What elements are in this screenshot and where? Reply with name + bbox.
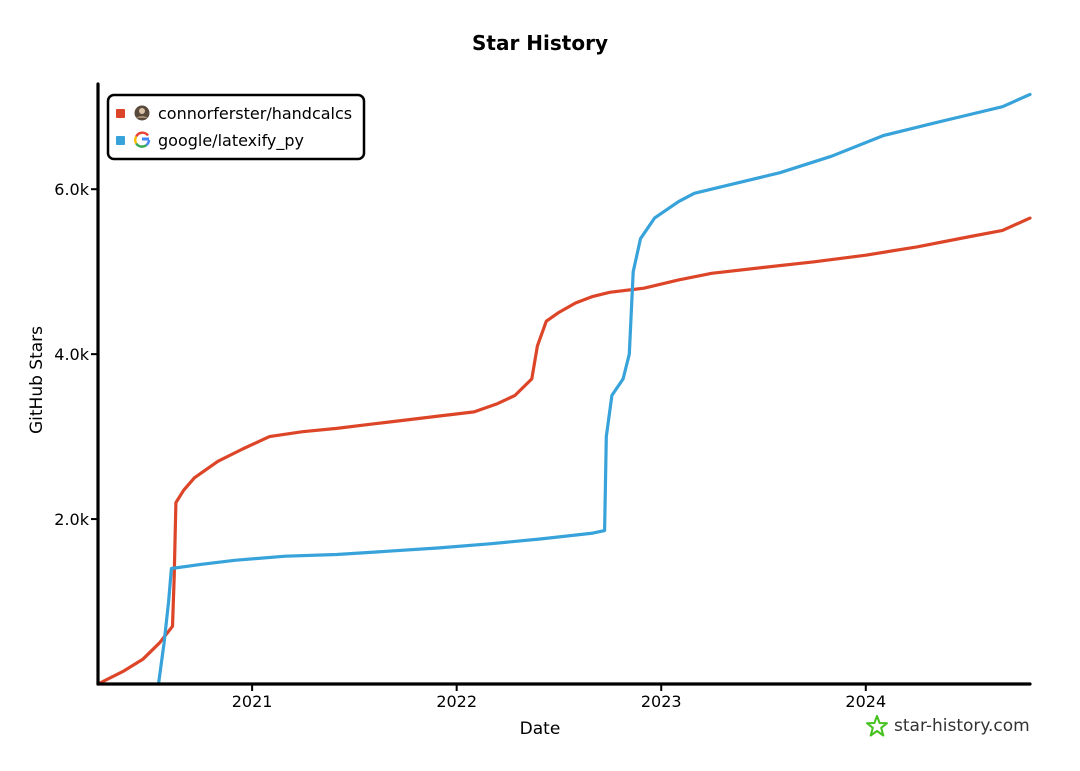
legend-label: connorferster/handcalcs: [158, 104, 352, 123]
x-tick-label: 2024: [845, 692, 886, 711]
legend: connorferster/handcalcs google/latexify_…: [106, 93, 366, 161]
star-icon: [866, 715, 888, 737]
branding-text: star-history.com: [894, 716, 1030, 736]
google-icon: [134, 131, 151, 148]
y-axis-label: GitHub Stars: [27, 326, 47, 434]
ticks-layer: 2021 2022 2023 2024 2.0k 4.0k 6.0k: [54, 180, 886, 711]
axes-layer: [96, 82, 1032, 686]
x-tick-label: 2023: [641, 692, 682, 711]
x-tick-label: 2021: [232, 692, 273, 711]
y-tick-label: 6.0k: [54, 180, 89, 199]
legend-label: google/latexify_py: [158, 131, 304, 151]
legend-box: [106, 93, 366, 161]
y-tick-label: 4.0k: [54, 345, 89, 364]
series-line-1: [156, 92, 1032, 686]
star-history-branding[interactable]: star-history.com: [866, 715, 1030, 737]
series-line-0: [96, 216, 1032, 686]
x-axis-label: Date: [520, 719, 561, 739]
legend-swatch: [116, 136, 125, 145]
avatar-icon: [134, 105, 150, 121]
series-layer: [96, 92, 1032, 686]
x-tick-label: 2022: [436, 692, 477, 711]
chart-title: Star History: [472, 31, 608, 55]
legend-swatch: [116, 109, 125, 118]
y-tick-label: 2.0k: [54, 510, 89, 529]
